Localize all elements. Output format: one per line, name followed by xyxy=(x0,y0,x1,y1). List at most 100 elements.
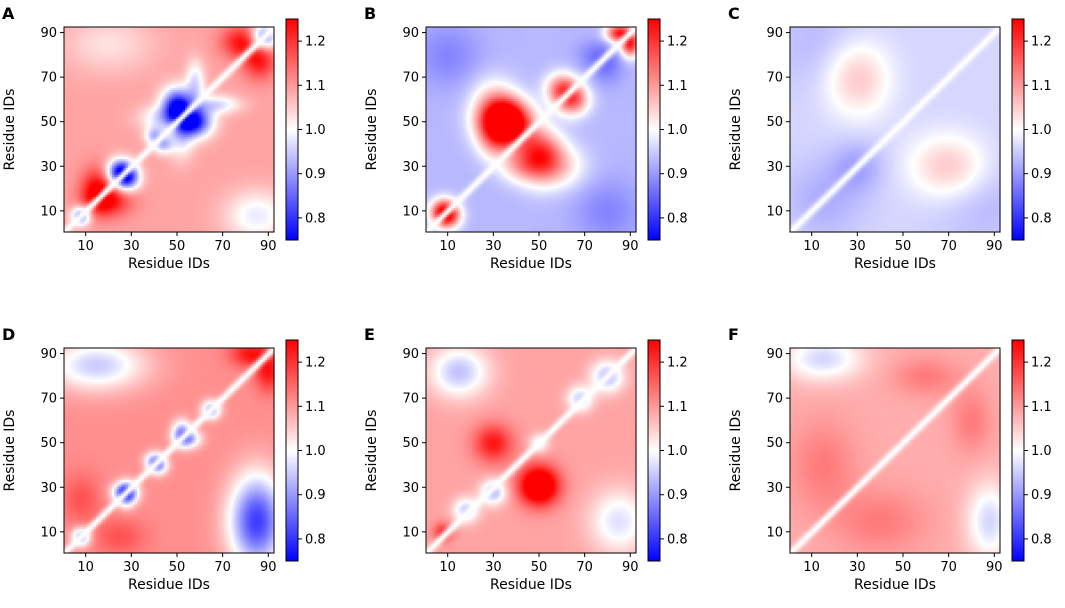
heatmap-cell xyxy=(200,220,204,224)
heatmap-cell xyxy=(239,227,243,231)
heatmap-cell xyxy=(191,205,195,209)
heatmap-cell xyxy=(182,196,186,200)
heatmap-cell xyxy=(118,189,122,193)
heatmap-cell xyxy=(223,194,227,197)
heatmap-cell xyxy=(73,216,77,220)
heatmap-cell xyxy=(155,205,159,209)
heatmap-cell xyxy=(66,191,70,195)
heatmap-cell xyxy=(157,216,161,220)
heatmap-cell xyxy=(194,225,197,229)
heatmap-cell xyxy=(269,205,273,209)
heatmap-cell xyxy=(203,200,207,204)
heatmap-cell xyxy=(162,198,166,202)
heatmap-cell xyxy=(251,198,255,202)
heatmap-cell xyxy=(214,209,218,213)
heatmap-cell xyxy=(77,200,81,204)
heatmap-cell xyxy=(150,200,154,204)
heatmap-cell xyxy=(79,211,83,215)
heatmap-cell xyxy=(271,196,275,200)
heatmap-cell xyxy=(223,214,227,217)
heatmap-cell xyxy=(164,198,168,202)
heatmap-cell xyxy=(73,196,77,200)
heatmap-cell xyxy=(203,191,207,195)
heatmap-cell xyxy=(150,209,154,213)
heatmap-cell xyxy=(189,227,193,231)
heatmap-cell xyxy=(203,214,207,217)
heatmap-cell xyxy=(105,207,108,211)
heatmap-cell xyxy=(184,225,188,229)
heatmap-cell xyxy=(212,218,216,222)
heatmap-cell xyxy=(178,200,182,204)
heatmap-cell xyxy=(180,214,184,217)
heatmap-cell xyxy=(210,205,213,209)
heatmap-cell xyxy=(203,205,207,209)
heatmap-cell xyxy=(239,196,243,200)
heatmap-cell xyxy=(148,214,152,217)
heatmap-cell xyxy=(271,216,275,220)
heatmap-cell xyxy=(150,220,154,224)
heatmap-cell xyxy=(127,227,131,231)
heatmap-cell xyxy=(260,211,264,215)
heatmap-cell xyxy=(95,223,99,226)
heatmap-cell xyxy=(191,198,195,202)
heatmap-cell xyxy=(139,200,143,204)
heatmap-cell xyxy=(223,200,227,204)
heatmap-cell xyxy=(182,225,186,229)
heatmap-cell xyxy=(164,220,168,224)
heatmap-cell xyxy=(70,218,74,222)
heatmap-cell xyxy=(200,194,204,197)
heatmap-cell xyxy=(205,220,209,224)
heatmap-cell xyxy=(228,216,232,220)
heatmap-cell xyxy=(86,205,90,209)
heatmap-cell xyxy=(260,227,264,231)
heatmap-cell xyxy=(82,218,86,222)
heatmap-cell xyxy=(187,229,191,233)
heatmap-cell xyxy=(198,211,202,215)
heatmap-cell xyxy=(267,203,271,206)
heatmap-cell xyxy=(150,196,154,200)
heatmap-cell xyxy=(127,200,131,204)
heatmap-cell xyxy=(207,205,211,209)
heatmap-cell xyxy=(91,216,95,220)
heatmap-cell xyxy=(121,218,124,222)
heatmap-cell xyxy=(79,194,83,197)
heatmap-cell xyxy=(73,189,77,193)
heatmap-cell xyxy=(77,203,81,206)
heatmap-cell xyxy=(105,198,108,202)
heatmap-cell xyxy=(73,218,77,222)
heatmap-cell xyxy=(258,223,261,226)
heatmap-cell xyxy=(258,227,261,231)
heatmap-cell xyxy=(207,214,211,217)
heatmap-cell xyxy=(95,207,99,211)
heatmap-cell xyxy=(221,211,225,215)
heatmap-cell xyxy=(77,220,81,224)
heatmap-cell xyxy=(121,203,124,206)
heatmap-cell xyxy=(203,216,207,220)
heatmap-cell xyxy=(178,225,182,229)
heatmap-cell xyxy=(216,207,220,211)
heatmap-cell xyxy=(137,214,140,217)
heatmap-cell xyxy=(271,214,275,217)
heatmap-cell xyxy=(137,220,140,224)
heatmap-cell xyxy=(267,198,271,202)
heatmap-cell xyxy=(246,214,250,217)
heatmap-cell xyxy=(230,200,234,204)
heatmap-cell xyxy=(182,220,186,224)
heatmap-cell xyxy=(235,205,239,209)
heatmap-cell xyxy=(196,207,200,211)
heatmap-cell xyxy=(79,229,83,233)
heatmap-cell xyxy=(132,189,136,193)
heatmap-cell xyxy=(184,216,188,220)
heatmap-cell xyxy=(137,203,140,206)
heatmap-cell xyxy=(130,216,134,220)
heatmap-cell xyxy=(248,220,252,224)
heatmap-cell xyxy=(237,209,241,213)
heatmap-cell xyxy=(169,194,172,197)
heatmap-cell xyxy=(143,211,147,215)
heatmap-cell xyxy=(194,227,197,231)
heatmap-cell xyxy=(75,191,79,195)
heatmap-cell xyxy=(64,200,67,204)
heatmap-cell xyxy=(267,207,271,211)
heatmap-cell xyxy=(150,198,154,202)
